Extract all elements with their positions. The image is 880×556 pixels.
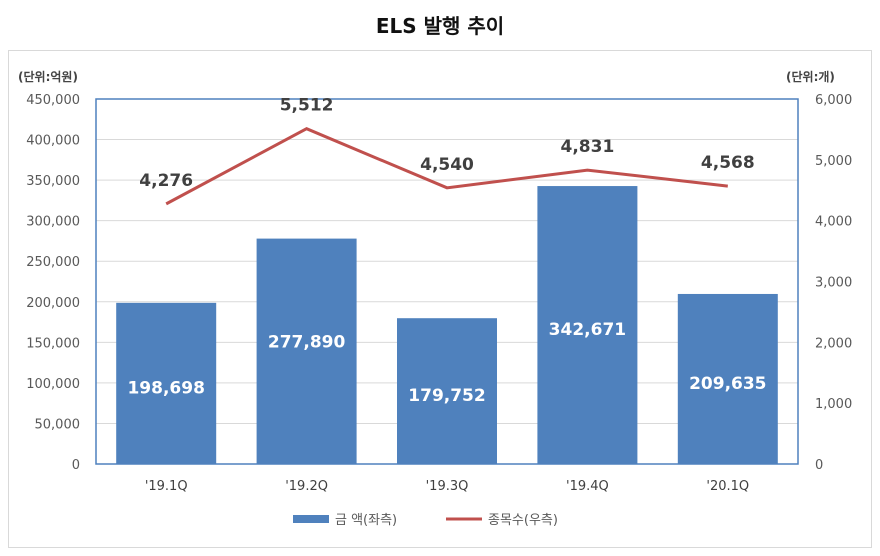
bar bbox=[397, 318, 497, 464]
legend-bar-label: 금 액(좌측) bbox=[335, 513, 397, 528]
bar-data-label: 342,671 bbox=[549, 320, 626, 340]
line-data-label: 5,512 bbox=[280, 96, 334, 116]
right-tick-label: 4,000 bbox=[815, 215, 852, 230]
x-tick-label: '19.3Q bbox=[426, 479, 469, 494]
right-tick-label: 1,000 bbox=[815, 397, 852, 412]
legend-bar-swatch bbox=[293, 515, 329, 523]
chart-frame bbox=[8, 50, 872, 548]
legend-line-label: 종목수(우측) bbox=[488, 513, 558, 528]
right-tick-label: 0 bbox=[815, 458, 823, 473]
bar bbox=[537, 186, 638, 465]
left-tick-label: 350,000 bbox=[26, 174, 80, 189]
right-tick-label: 2,000 bbox=[815, 336, 852, 351]
x-tick-label: '19.4Q bbox=[566, 479, 609, 494]
right-tick-label: 6,000 bbox=[815, 93, 852, 108]
left-tick-label: 0 bbox=[72, 458, 80, 473]
left-tick-label: 400,000 bbox=[26, 134, 80, 149]
left-axis-unit: (단위:억원) bbox=[18, 70, 78, 84]
line-data-label: 4,568 bbox=[701, 153, 755, 173]
bar bbox=[256, 238, 357, 464]
x-tick-label: '19.1Q bbox=[145, 479, 188, 494]
bar-data-label: 209,635 bbox=[689, 374, 766, 394]
bar bbox=[116, 302, 217, 464]
bar-data-label: 179,752 bbox=[408, 386, 485, 406]
right-axis-unit: (단위:개) bbox=[786, 70, 835, 84]
left-tick-label: 300,000 bbox=[26, 215, 80, 230]
bar-data-label: 198,698 bbox=[127, 378, 204, 398]
left-tick-label: 450,000 bbox=[26, 93, 80, 108]
right-tick-label: 5,000 bbox=[815, 154, 852, 169]
left-tick-label: 200,000 bbox=[26, 296, 80, 311]
left-tick-label: 150,000 bbox=[26, 336, 80, 351]
bar bbox=[677, 293, 778, 464]
right-tick-label: 3,000 bbox=[815, 276, 852, 291]
chart-title: ELS 발행 추이 bbox=[375, 14, 505, 38]
x-tick-label: '20.1Q bbox=[706, 479, 749, 494]
line-data-label: 4,276 bbox=[139, 171, 193, 191]
line-data-label: 4,540 bbox=[420, 155, 474, 175]
line-series bbox=[165, 127, 728, 206]
bar-data-label: 277,890 bbox=[268, 332, 346, 352]
left-tick-label: 250,000 bbox=[26, 255, 80, 270]
line-data-label: 4,831 bbox=[561, 137, 615, 157]
x-tick-label: '19.2Q bbox=[285, 479, 328, 494]
left-tick-label: 100,000 bbox=[26, 377, 80, 392]
left-tick-label: 50,000 bbox=[35, 417, 81, 432]
